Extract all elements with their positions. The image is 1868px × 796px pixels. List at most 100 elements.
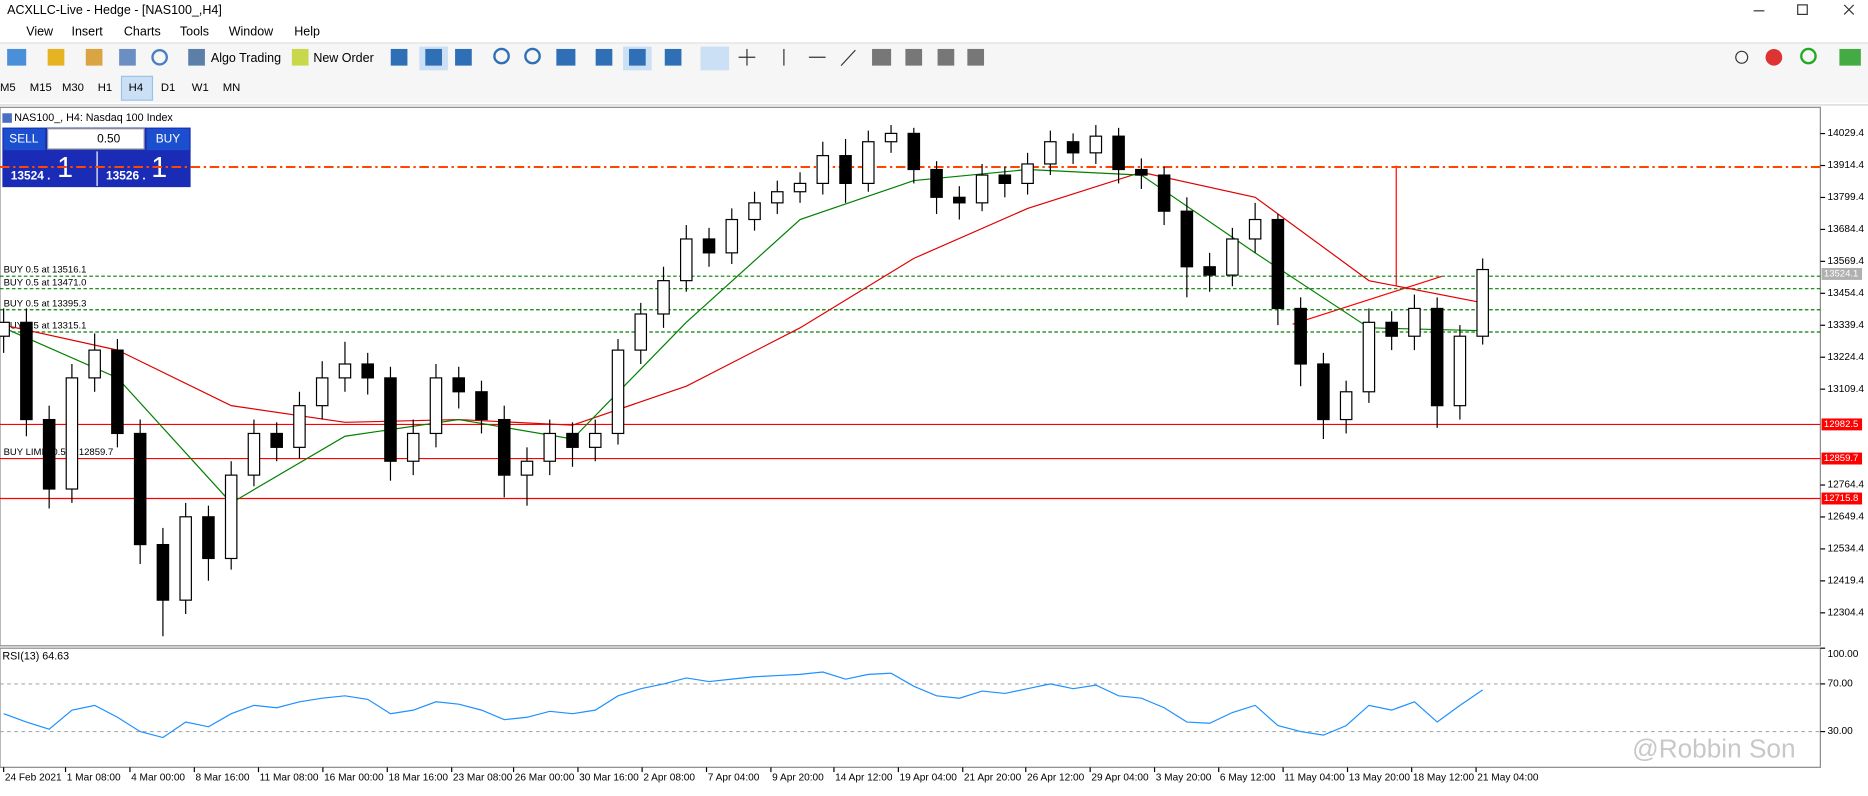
rsi-line xyxy=(3,671,1484,739)
window-controls[interactable] xyxy=(1753,4,1855,15)
moving-average xyxy=(3,171,1483,426)
candle-body xyxy=(1180,210,1194,268)
y-tick-label: 13914.4 xyxy=(1827,160,1864,171)
candle-body xyxy=(0,321,10,337)
order-label: BUY 0.5 at 13471.0 xyxy=(4,277,87,288)
candle-body xyxy=(793,182,807,193)
candle-body xyxy=(725,218,739,254)
candle-body xyxy=(1157,174,1171,212)
y-tick-label: 14029.4 xyxy=(1827,128,1864,139)
candle-body xyxy=(1271,218,1285,310)
order-label: BUY 0.5 at 13516.1 xyxy=(4,265,87,276)
candle-body xyxy=(748,202,761,221)
y-tick-label: 12419.4 xyxy=(1827,576,1864,587)
timeframe[interactable]: MN xyxy=(223,82,241,94)
y-tick-label: 13109.4 xyxy=(1827,384,1864,395)
menu-item[interactable]: Help xyxy=(294,25,320,39)
timeframe-bar xyxy=(0,73,1868,103)
x-tick-label: 30 Mar 16:00 xyxy=(579,773,639,784)
candle-body xyxy=(156,543,170,601)
x-tick-label: 3 May 20:00 xyxy=(1156,773,1212,784)
x-tick-label: 2 Apr 08:00 xyxy=(643,773,695,784)
candle-body xyxy=(839,155,852,184)
volume: 0.50 xyxy=(97,132,121,146)
toolbar-button[interactable]: New Order xyxy=(313,51,373,65)
menu-item[interactable]: Insert xyxy=(71,25,103,39)
toolbar-icons[interactable] xyxy=(7,46,1861,71)
sell-button[interactable] xyxy=(3,128,46,151)
candle-body xyxy=(42,418,56,490)
candle-body xyxy=(634,313,648,351)
window-title: ACXLLC-Live - Hedge - [NAS100_,H4] xyxy=(7,3,222,17)
buy-label: BUY xyxy=(156,132,181,146)
rsi-pane[interactable] xyxy=(0,647,1821,768)
panel-divider xyxy=(96,151,98,186)
x-tick-label: 4 Mar 00:00 xyxy=(131,773,185,784)
candle-body xyxy=(315,377,329,407)
candle-body xyxy=(247,432,261,476)
price-tag-label: 12715.8 xyxy=(1824,493,1858,504)
candle-body xyxy=(202,516,215,560)
menu-item[interactable]: Charts xyxy=(124,25,161,39)
candle-body xyxy=(88,349,101,379)
rsi-tick-label: 30.00 xyxy=(1827,726,1853,737)
timeframe[interactable]: M30 xyxy=(62,82,84,94)
timeframe[interactable]: H4 xyxy=(129,82,143,94)
timeframe[interactable]: M5 xyxy=(0,82,16,94)
trendline xyxy=(1292,275,1442,325)
candle-body xyxy=(1135,168,1148,176)
volume-box[interactable] xyxy=(47,128,145,150)
y-tick-label: 13569.4 xyxy=(1827,256,1864,267)
toolbar-button[interactable]: Algo Trading xyxy=(211,51,281,65)
x-tick-label: 29 Apr 04:00 xyxy=(1091,773,1149,784)
timeframe[interactable]: D1 xyxy=(161,82,175,94)
y-tick-label: 13684.4 xyxy=(1827,224,1864,235)
x-tick-label: 13 May 20:00 xyxy=(1349,773,1411,784)
candle-body xyxy=(702,238,716,254)
y-tick-label: 12534.4 xyxy=(1827,544,1864,555)
timeframe[interactable]: W1 xyxy=(192,82,209,94)
main-pane[interactable] xyxy=(0,106,1821,647)
candle-body xyxy=(679,238,693,282)
candle-body xyxy=(429,377,443,435)
candle-body xyxy=(1089,135,1103,154)
x-tick-label: 23 Mar 08:00 xyxy=(453,773,513,784)
candle-body xyxy=(270,432,283,448)
candle-body xyxy=(611,349,625,435)
candle-body xyxy=(884,132,898,143)
candle-body xyxy=(361,363,374,379)
candle-body xyxy=(1044,141,1057,165)
title-bar xyxy=(0,0,1868,22)
chart-icon xyxy=(2,113,12,123)
x-tick-label: 21 Apr 20:00 xyxy=(964,773,1022,784)
buy-price: 13526 . xyxy=(106,169,146,183)
buy-button[interactable] xyxy=(146,128,190,151)
candle-body xyxy=(907,132,921,171)
candle-body xyxy=(657,280,670,315)
candle-body xyxy=(862,141,875,184)
timeframe[interactable]: H1 xyxy=(98,82,112,94)
x-tick-label: 18 May 12:00 xyxy=(1413,773,1475,784)
candle-body xyxy=(975,174,989,204)
candle-body xyxy=(771,191,784,204)
candle-body xyxy=(1021,163,1034,184)
menu-item[interactable]: Tools xyxy=(180,25,209,39)
menu-item[interactable]: Window xyxy=(229,25,274,39)
candle-body xyxy=(953,196,966,204)
candle-body xyxy=(1453,335,1467,407)
candle-body xyxy=(452,377,466,393)
candle-body xyxy=(1112,135,1125,171)
x-tick-label: 6 May 12:00 xyxy=(1220,773,1276,784)
x-tick-label: 24 Feb 2021 xyxy=(5,773,62,784)
candle-body xyxy=(65,377,79,490)
rsi-tick-label: 70.00 xyxy=(1827,679,1853,690)
x-tick-label: 16 Mar 00:00 xyxy=(324,773,384,784)
candle-body xyxy=(1294,307,1307,365)
menu-item[interactable]: View xyxy=(26,25,54,39)
candle-body xyxy=(1362,321,1376,393)
chart-title: NAS100_, H4: Nasdaq 100 Index xyxy=(14,112,173,124)
timeframe[interactable]: M15 xyxy=(30,82,52,94)
x-tick-label: 11 May 04:00 xyxy=(1284,773,1345,784)
x-tick-label: 18 Mar 16:00 xyxy=(388,773,448,784)
candle-body xyxy=(293,405,306,448)
